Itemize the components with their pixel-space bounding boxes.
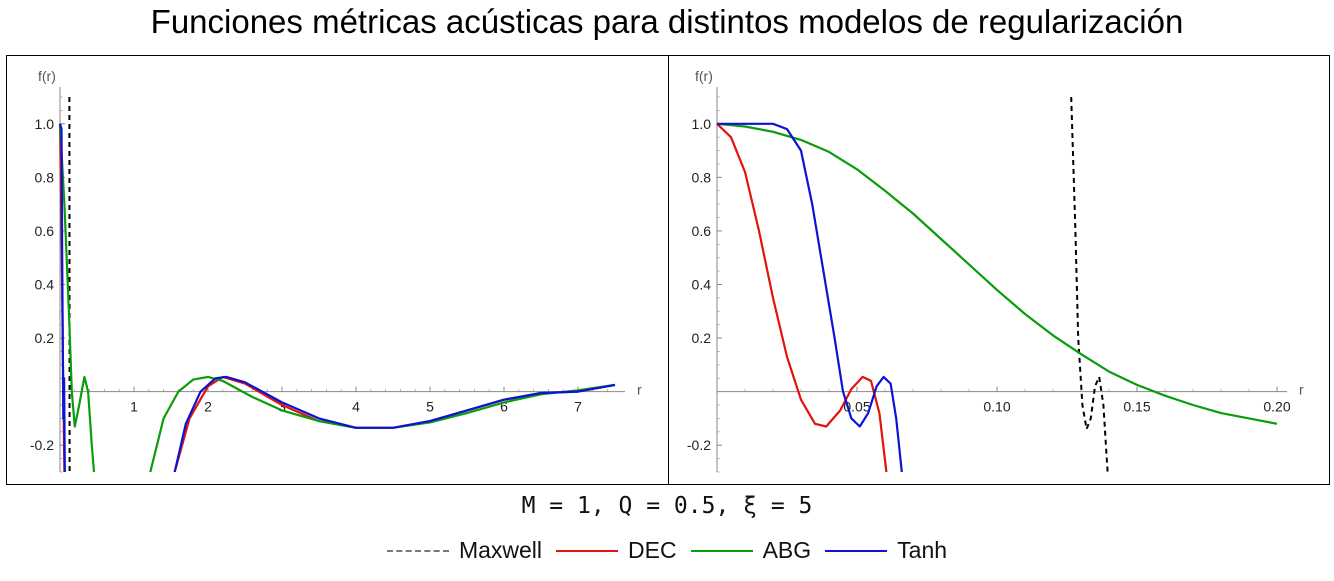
legend-swatch xyxy=(386,549,449,552)
y-axis-label: f(r) xyxy=(695,68,713,84)
y-tick-label: 0.6 xyxy=(692,223,712,239)
legend-item-maxwell: Maxwell xyxy=(386,537,543,564)
y-tick-label: 0.6 xyxy=(35,223,55,239)
series-line-tanh xyxy=(717,122,903,472)
series-line-dec xyxy=(716,123,888,472)
x-tick-label: 2 xyxy=(204,399,212,415)
legend-label: Maxwell xyxy=(458,537,543,563)
chart-panel-left: 1 2 3 4 5 6 7 -0.2 0.2 0.4 0.6 0.8 1.0 f(r) r xyxy=(6,55,669,485)
x-tick-label: 5 xyxy=(426,399,434,415)
x-tick-label: 6 xyxy=(500,399,508,415)
legend-label: ABG xyxy=(762,537,812,563)
x-tick-label: 3 xyxy=(278,399,286,415)
x-tick-label: 0.05 xyxy=(843,399,870,415)
parameters-label: M = 1, Q = 0.5, ξ = 5 xyxy=(521,493,813,519)
x-axis-label: r xyxy=(1299,382,1304,398)
y-axis-label: f(r) xyxy=(38,68,56,84)
x-tick-label: 0.15 xyxy=(1123,399,1150,415)
y-tick-label: 1.0 xyxy=(35,116,55,132)
x-axis-label: r xyxy=(637,382,642,398)
x-tick-label: 1 xyxy=(130,399,138,415)
legend: Maxwell DEC ABG Tanh xyxy=(0,537,1334,564)
legend-item-tanh: Tanh xyxy=(825,537,947,564)
series-group xyxy=(58,96,616,472)
chart-left: 1 2 3 4 5 6 7 -0.2 0.2 0.4 0.6 0.8 1.0 f(r) r xyxy=(30,68,642,473)
figure-title: Funciones métricas acústicas para distin… xyxy=(150,3,1184,40)
legend-swatch xyxy=(556,549,619,552)
y-tick-label: -0.2 xyxy=(687,437,711,453)
x-tick-label: 7 xyxy=(574,399,582,415)
series-line-maxwell xyxy=(1070,96,1109,472)
series-group xyxy=(716,96,1278,472)
y-tick-label: -0.2 xyxy=(30,437,54,453)
legend-item-dec: DEC xyxy=(556,537,677,564)
series-line-tanh xyxy=(58,123,66,472)
legend-label: DEC xyxy=(628,537,677,563)
series-line-tanh xyxy=(173,375,616,472)
y-tick-label: 0.2 xyxy=(692,330,712,346)
legend-item-abg: ABG xyxy=(690,537,812,564)
series-line-abg xyxy=(58,123,96,472)
y-tick-label: 0.8 xyxy=(692,169,712,185)
y-tick-label: 0.2 xyxy=(35,330,55,346)
chart-panel-right: 0.05 0.10 0.15 0.20 -0.2 0.2 0.4 0.6 0.8 1.0 f(r) r xyxy=(668,55,1330,485)
series-line-abg xyxy=(716,122,1278,425)
x-tick-label: 0.20 xyxy=(1263,399,1290,415)
chart-right: 0.05 0.10 0.15 0.20 -0.2 0.2 0.4 0.6 0.8 1.0 f(r) r xyxy=(687,68,1304,473)
legend-swatch xyxy=(690,549,753,552)
x-tick-label: 4 xyxy=(352,399,360,415)
x-tick-label: 0.10 xyxy=(983,399,1010,415)
series-line-abg xyxy=(149,375,616,472)
y-tick-label: 0.4 xyxy=(692,277,712,293)
y-tick-label: 0.4 xyxy=(35,277,55,293)
y-tick-label: 1.0 xyxy=(692,116,712,132)
legend-swatch xyxy=(825,549,888,552)
y-tick-label: 0.8 xyxy=(35,169,55,185)
legend-label: Tanh xyxy=(897,537,948,563)
